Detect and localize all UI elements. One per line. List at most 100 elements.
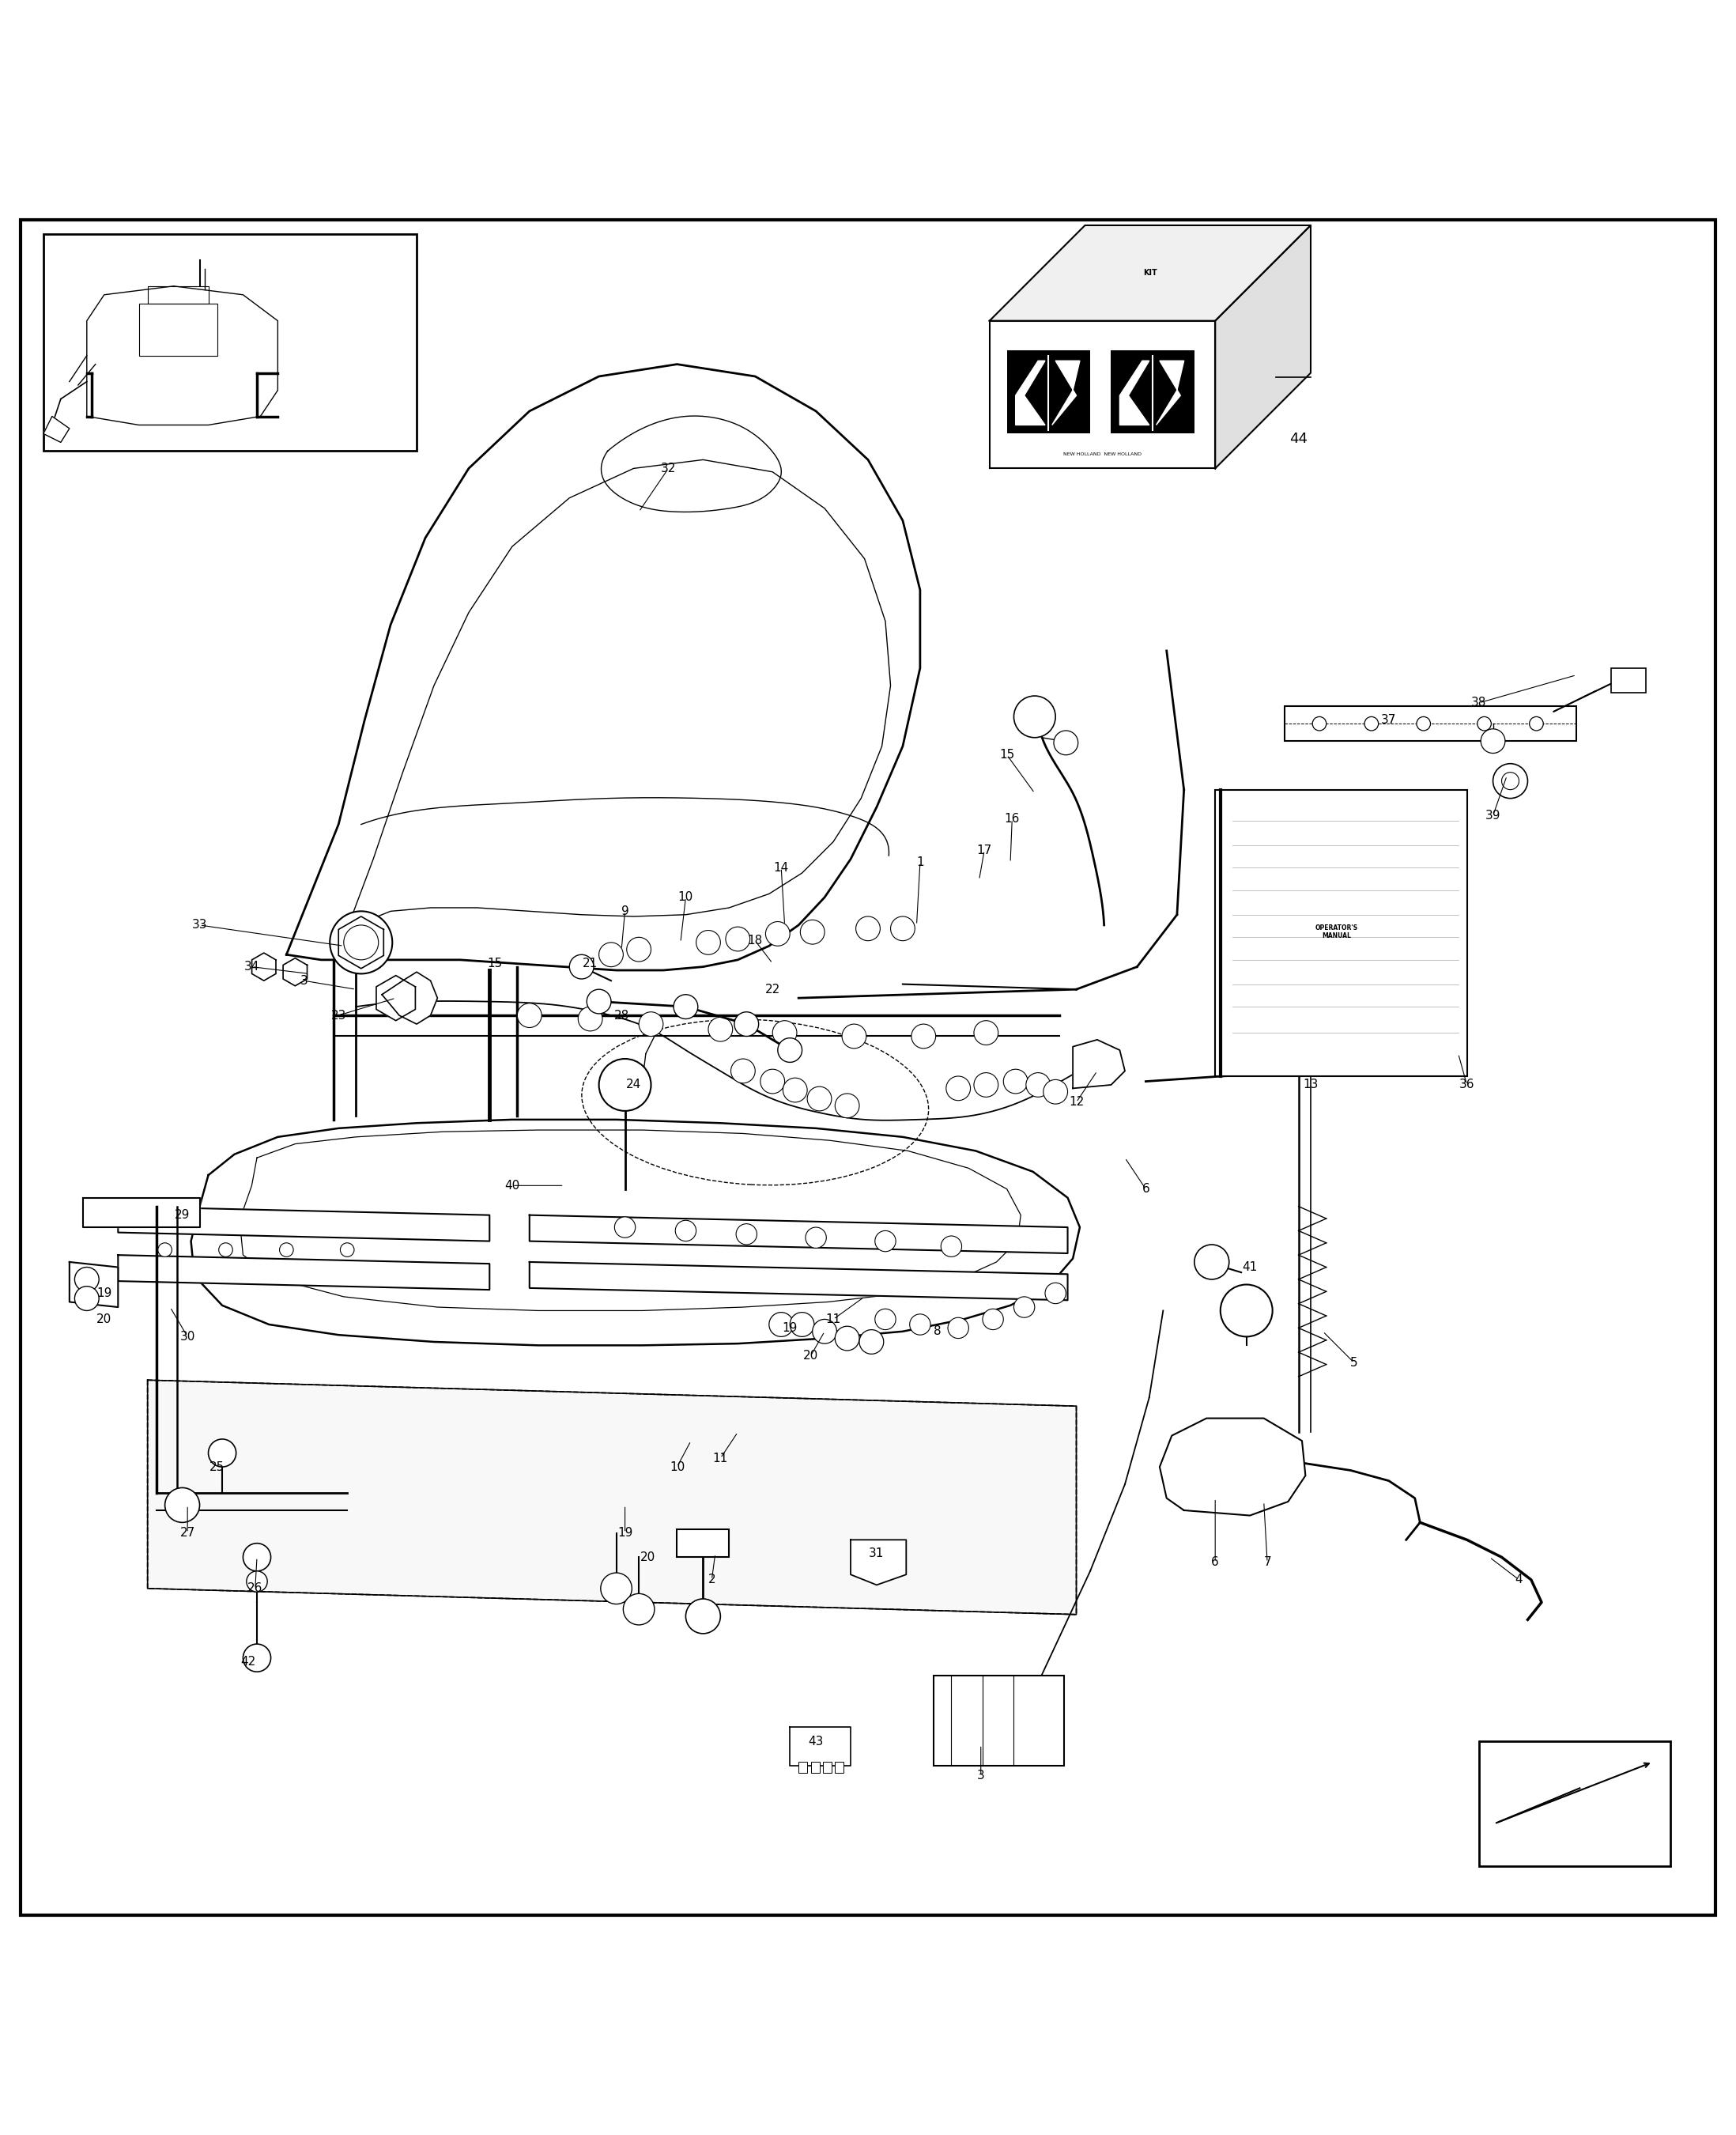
Text: 8: 8: [934, 1326, 941, 1337]
Circle shape: [208, 1439, 236, 1467]
Circle shape: [517, 1003, 542, 1027]
Polygon shape: [1160, 1418, 1305, 1516]
Circle shape: [1014, 696, 1055, 737]
Circle shape: [639, 1012, 663, 1035]
Text: 32: 32: [661, 463, 675, 474]
Circle shape: [674, 995, 698, 1018]
Circle shape: [875, 1309, 896, 1330]
Polygon shape: [118, 1255, 490, 1290]
Text: 21: 21: [583, 956, 597, 969]
Polygon shape: [69, 1262, 118, 1307]
Circle shape: [1493, 764, 1528, 798]
Polygon shape: [990, 320, 1215, 468]
Text: 12: 12: [1069, 1095, 1083, 1108]
Text: 20: 20: [804, 1349, 818, 1362]
Bar: [934, 1676, 1064, 1766]
Polygon shape: [286, 365, 920, 969]
Circle shape: [911, 1025, 936, 1048]
Circle shape: [946, 1076, 970, 1100]
Text: 36: 36: [1460, 1078, 1474, 1091]
Circle shape: [599, 1059, 651, 1110]
Polygon shape: [43, 416, 69, 442]
Text: 18: 18: [748, 935, 762, 946]
Circle shape: [859, 1330, 884, 1354]
Bar: [1285, 707, 1576, 741]
Circle shape: [1054, 730, 1078, 756]
Bar: [835, 1761, 844, 1772]
Bar: [799, 1761, 807, 1772]
Text: 3: 3: [300, 976, 307, 986]
Text: 20: 20: [97, 1313, 111, 1326]
Text: 29: 29: [175, 1208, 189, 1221]
Polygon shape: [118, 1206, 490, 1240]
Circle shape: [330, 912, 392, 974]
Text: 30: 30: [181, 1330, 194, 1343]
Text: 44: 44: [1290, 431, 1307, 446]
Text: 6: 6: [1212, 1556, 1219, 1569]
Text: 19: 19: [783, 1322, 797, 1334]
Text: 7: 7: [1264, 1556, 1271, 1569]
Text: 1: 1: [917, 856, 924, 869]
Polygon shape: [851, 1539, 906, 1584]
Circle shape: [158, 1243, 172, 1258]
Polygon shape: [1120, 361, 1149, 425]
Circle shape: [983, 1309, 1003, 1330]
Circle shape: [340, 1243, 354, 1258]
Text: OPERATOR'S
MANUAL: OPERATOR'S MANUAL: [1316, 924, 1358, 939]
Text: KIT: KIT: [1142, 269, 1158, 278]
Circle shape: [726, 927, 750, 952]
Polygon shape: [377, 976, 415, 1021]
Circle shape: [1529, 717, 1543, 730]
Circle shape: [731, 1059, 755, 1082]
Circle shape: [708, 1016, 733, 1042]
Bar: [811, 1761, 819, 1772]
Polygon shape: [252, 952, 276, 980]
Circle shape: [891, 916, 915, 942]
Circle shape: [1364, 717, 1378, 730]
Circle shape: [941, 1236, 962, 1258]
Text: 24: 24: [627, 1078, 641, 1091]
Text: 27: 27: [181, 1527, 194, 1539]
Circle shape: [856, 916, 880, 942]
Bar: [677, 1529, 729, 1556]
Polygon shape: [1052, 361, 1080, 425]
Circle shape: [1045, 1283, 1066, 1304]
Text: 28: 28: [615, 1010, 628, 1021]
Text: 39: 39: [1486, 809, 1500, 822]
Circle shape: [1014, 1296, 1035, 1317]
Circle shape: [948, 1317, 969, 1339]
Text: 37: 37: [1382, 715, 1396, 726]
Circle shape: [219, 1243, 233, 1258]
Text: 41: 41: [1243, 1262, 1257, 1272]
Circle shape: [587, 989, 611, 1014]
Polygon shape: [1073, 1040, 1125, 1089]
Text: 19: 19: [97, 1287, 111, 1300]
Text: 40: 40: [505, 1181, 519, 1191]
Circle shape: [800, 920, 825, 944]
Polygon shape: [1016, 361, 1045, 425]
Polygon shape: [339, 916, 384, 969]
Circle shape: [812, 1319, 837, 1343]
Circle shape: [807, 1087, 832, 1110]
Text: 20: 20: [641, 1552, 654, 1563]
Circle shape: [974, 1021, 998, 1044]
Circle shape: [835, 1326, 859, 1351]
Polygon shape: [529, 1215, 1068, 1253]
Circle shape: [623, 1593, 654, 1625]
Circle shape: [627, 937, 651, 961]
Text: 3: 3: [977, 1770, 984, 1783]
Circle shape: [734, 1012, 759, 1035]
Text: 34: 34: [245, 961, 259, 974]
Text: 19: 19: [618, 1527, 632, 1539]
Bar: [148, 286, 208, 303]
Text: 25: 25: [210, 1460, 224, 1473]
Circle shape: [974, 1072, 998, 1097]
Polygon shape: [382, 971, 437, 1025]
Circle shape: [1194, 1245, 1229, 1279]
Bar: [1111, 350, 1194, 433]
Text: 31: 31: [870, 1548, 884, 1561]
Circle shape: [1502, 773, 1519, 790]
Circle shape: [766, 922, 790, 946]
Circle shape: [675, 1221, 696, 1240]
Circle shape: [247, 1571, 267, 1593]
